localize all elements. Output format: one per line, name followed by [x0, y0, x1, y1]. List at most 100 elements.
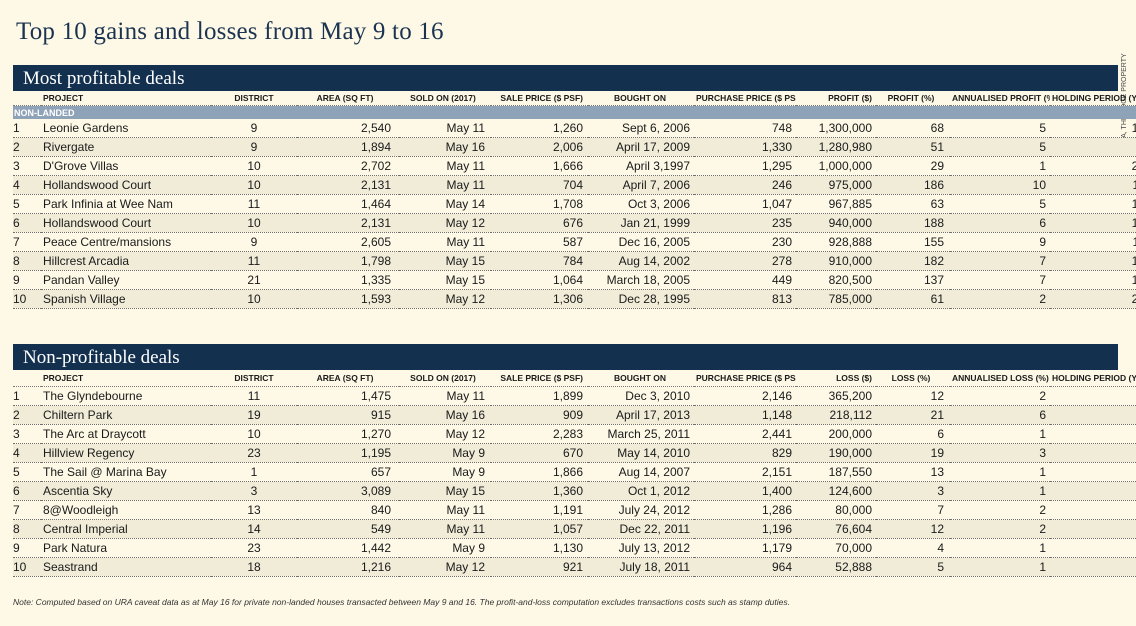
table-cell: 1,708	[491, 194, 588, 214]
table-cell: May 12	[399, 289, 491, 309]
table-row: 6 Ascentia Sky 3 3,089 May 15 1,360 Oct 1, 201…	[13, 481, 1136, 501]
table-cell: Central Imperial	[41, 519, 211, 539]
table-cell: 2	[950, 289, 1050, 309]
table-cell: 9	[13, 538, 41, 558]
table-cell: 704	[491, 175, 588, 195]
profitable-section: Most profitable deals PROJECT DISTRICT ARE…	[13, 65, 1136, 309]
table-cell: Aug 14, 2007	[588, 462, 694, 482]
table-row: 3 The Arc at Draycott 10 1,270 May 12 2,283 Ma…	[13, 424, 1136, 444]
table-cell: 230	[694, 232, 796, 252]
table-cell: May 11	[399, 119, 491, 138]
table-cell: 8@Woodleigh	[41, 500, 211, 520]
table-cell: 2,146	[694, 386, 796, 406]
table-row: 6 Hollandswood Court 10 2,131 May 12 676 Jan 2…	[13, 213, 1136, 233]
column-header: DISTRICT	[211, 91, 297, 106]
table-cell: 3,089	[297, 481, 399, 501]
table-cell: 1,360	[491, 481, 588, 501]
nonprofitable-table: PROJECT DISTRICT AREA (SQ FT) SOLD ON (2017…	[13, 370, 1136, 577]
table-cell: 6	[950, 213, 1050, 233]
table-cell: 1,130	[491, 538, 588, 558]
table-cell: 13	[876, 462, 950, 482]
table-cell: Spanish Village	[41, 289, 211, 309]
table-cell: 6	[13, 481, 41, 501]
table-cell: 5	[876, 557, 950, 577]
table-cell: 6.4	[1050, 386, 1136, 406]
table-cell: The Sail @ Marina Bay	[41, 462, 211, 482]
table-cell: May 14	[399, 194, 491, 214]
table-cell: May 14, 2010	[588, 443, 694, 463]
column-header: LOSS (%)	[876, 370, 950, 387]
table-cell: 840	[297, 500, 399, 520]
table-cell: 1,400	[694, 481, 796, 501]
table-cell: 18.3	[1050, 213, 1136, 233]
table-cell: 11	[211, 386, 297, 406]
table-cell: 2,441	[694, 424, 796, 444]
table-cell: 587	[491, 232, 588, 252]
profitable-table: PROJECT DISTRICT AREA (SQ FT) SOLD ON (2017…	[13, 91, 1136, 309]
table-cell: 967,885	[796, 194, 876, 214]
table-row: 7 8@Woodleigh 13 840 May 11 1,191 July 24, 201…	[13, 500, 1136, 520]
table-cell: 964	[694, 557, 796, 577]
table-cell: 1,047	[694, 194, 796, 214]
table-row: 10 Spanish Village 10 1,593 May 12 1,306 Dec 2…	[13, 289, 1136, 309]
table-cell: 1,280,980	[796, 137, 876, 157]
table-cell: July 18, 2011	[588, 557, 694, 577]
table-cell: May 11	[399, 519, 491, 539]
table-cell: 1,195	[297, 443, 399, 463]
table-cell: 9	[211, 232, 297, 252]
table-cell: May 12	[399, 557, 491, 577]
table-header-row: PROJECT DISTRICT AREA (SQ FT) SOLD ON (2017…	[13, 91, 1136, 106]
table-cell: 9	[211, 137, 297, 157]
table-cell: Seastrand	[41, 557, 211, 577]
table-cell: 70,000	[796, 538, 876, 558]
table-cell: 1,179	[694, 538, 796, 558]
table-row: 4 Hollandswood Court 10 2,131 May 11 704 April…	[13, 175, 1136, 195]
table-cell: 9	[950, 232, 1050, 252]
table-cell: 218,112	[796, 405, 876, 425]
table-cell: 14.8	[1050, 251, 1136, 271]
column-header: AREA (SQ FT)	[297, 91, 399, 106]
table-cell: Hillcrest Arcadia	[41, 251, 211, 271]
table-cell: 928,888	[796, 232, 876, 252]
table-cell: May 11	[399, 175, 491, 195]
table-cell: 2	[13, 137, 41, 157]
table-cell: D'Grove Villas	[41, 156, 211, 176]
column-header: PROJECT	[41, 370, 211, 387]
table-cell: Dec 28, 1995	[588, 289, 694, 309]
table-cell: 10.7	[1050, 119, 1136, 138]
table-cell: 921	[491, 557, 588, 577]
table-cell: 7	[13, 232, 41, 252]
table-cell: Oct 1, 2012	[588, 481, 694, 501]
table-row: 7 Peace Centre/mansions 9 2,605 May 11 587 Dec…	[13, 232, 1136, 252]
table-cell: 3	[13, 156, 41, 176]
table-cell: The Arc at Draycott	[41, 424, 211, 444]
table-cell: 235	[694, 213, 796, 233]
table-cell: 19	[211, 405, 297, 425]
column-header: SALE PRICE ($ PSF)	[491, 91, 588, 106]
table-cell: 4	[13, 443, 41, 463]
table-cell: May 9	[399, 443, 491, 463]
table-cell: 1,798	[297, 251, 399, 271]
table-cell: 829	[694, 443, 796, 463]
table-cell: 76,604	[796, 519, 876, 539]
table-cell: 8.1	[1050, 137, 1136, 157]
table-cell: 1,260	[491, 119, 588, 138]
table-cell: 186	[876, 175, 950, 195]
table-cell: May 15	[399, 251, 491, 271]
table-cell: July 24, 2012	[588, 500, 694, 520]
table-cell: 1	[950, 424, 1050, 444]
table-row: 2 Chiltern Park 19 915 May 16 909 April 17, 20…	[13, 405, 1136, 425]
table-cell: 5	[950, 194, 1050, 214]
table-cell: 1	[950, 538, 1050, 558]
table-cell: 1,191	[491, 500, 588, 520]
table-cell: July 13, 2012	[588, 538, 694, 558]
table-row: 10 Seastrand 18 1,216 May 12 921 July 18, 2011…	[13, 557, 1136, 577]
table-cell: 1,442	[297, 538, 399, 558]
table-cell: Park Infinia at Wee Nam	[41, 194, 211, 214]
table-row: 5 The Sail @ Marina Bay 1 657 May 9 1,866 Aug …	[13, 462, 1136, 482]
nonprofitable-section: Non-profitable deals PROJECT DISTRICT AREA…	[13, 344, 1136, 577]
table-cell: May 11	[399, 386, 491, 406]
table-cell: Rivergate	[41, 137, 211, 157]
table-cell: 4.8	[1050, 500, 1136, 520]
column-header	[13, 370, 41, 387]
